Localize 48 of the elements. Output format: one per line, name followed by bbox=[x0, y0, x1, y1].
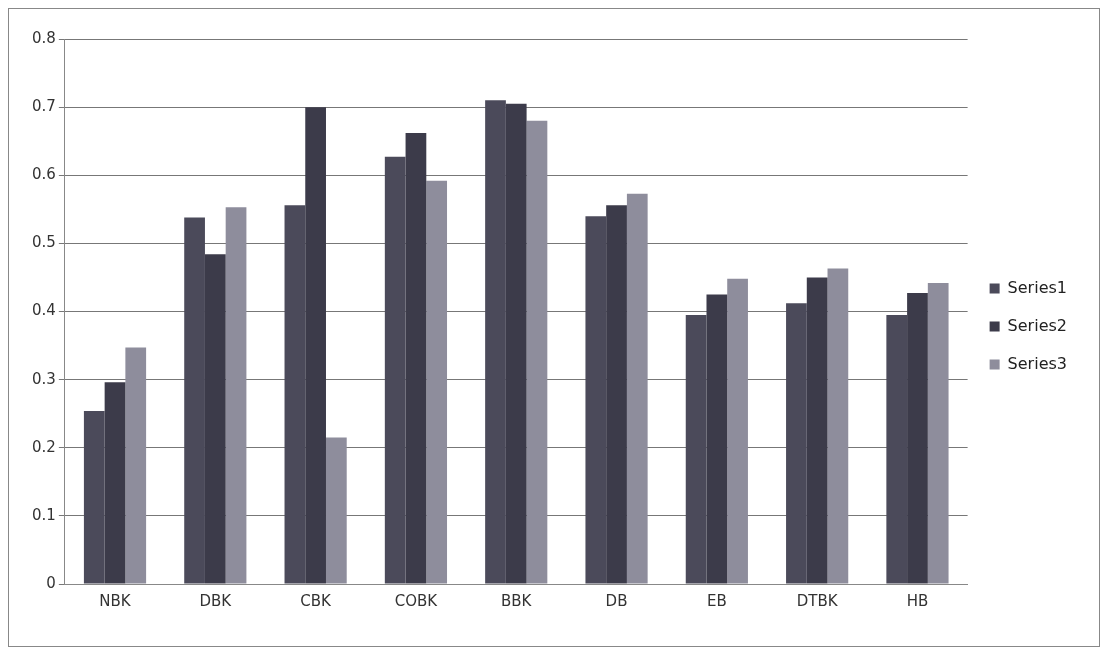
y-tick-label: 0.2 bbox=[32, 437, 56, 456]
bar bbox=[585, 216, 607, 584]
bar bbox=[405, 133, 427, 584]
y-tick-label: 0.4 bbox=[32, 301, 56, 320]
bar bbox=[204, 254, 226, 584]
bar bbox=[426, 180, 448, 584]
bar bbox=[526, 120, 548, 584]
x-tick-label: NBK bbox=[99, 591, 132, 610]
x-tick-label: DTBK bbox=[796, 591, 839, 610]
bar bbox=[125, 347, 147, 584]
bar bbox=[606, 205, 627, 584]
legend-label: Series3 bbox=[1007, 353, 1068, 373]
bar bbox=[786, 303, 807, 584]
bar bbox=[284, 205, 306, 584]
y-tick-label: 0.8 bbox=[32, 28, 56, 47]
y-tick-label: 0.5 bbox=[32, 233, 56, 252]
bar bbox=[184, 217, 205, 584]
bar bbox=[384, 156, 406, 584]
bar bbox=[305, 107, 326, 584]
bar bbox=[83, 410, 105, 584]
x-tick-label: DB bbox=[605, 591, 628, 610]
bar bbox=[685, 314, 707, 584]
bar bbox=[626, 193, 648, 584]
bar bbox=[325, 437, 347, 584]
x-tick-label: CBK bbox=[300, 591, 333, 610]
bar bbox=[927, 282, 949, 584]
y-tick-label: 0.1 bbox=[32, 505, 56, 524]
bar bbox=[727, 278, 748, 584]
bar bbox=[104, 382, 126, 584]
bar bbox=[907, 293, 928, 584]
bar bbox=[806, 277, 828, 584]
bar bbox=[505, 103, 527, 584]
x-tick-label: EB bbox=[706, 591, 727, 610]
bar bbox=[225, 207, 247, 584]
bar bbox=[485, 100, 506, 584]
legend-label: Series1 bbox=[1007, 277, 1068, 297]
bar bbox=[706, 294, 728, 584]
y-tick-label: 0.6 bbox=[32, 165, 56, 184]
bar bbox=[827, 268, 849, 584]
x-tick-label: COBK bbox=[394, 591, 439, 610]
legend-label: Series2 bbox=[1007, 315, 1068, 335]
bar bbox=[886, 314, 908, 584]
x-tick-label: HB bbox=[906, 591, 929, 610]
y-tick-label: 0.3 bbox=[32, 369, 56, 388]
x-tick-label: DBK bbox=[199, 591, 233, 610]
x-tick-label: BBK bbox=[501, 591, 533, 610]
y-tick-label: 0.7 bbox=[32, 97, 56, 116]
y-tick-label: 0 bbox=[46, 573, 56, 592]
